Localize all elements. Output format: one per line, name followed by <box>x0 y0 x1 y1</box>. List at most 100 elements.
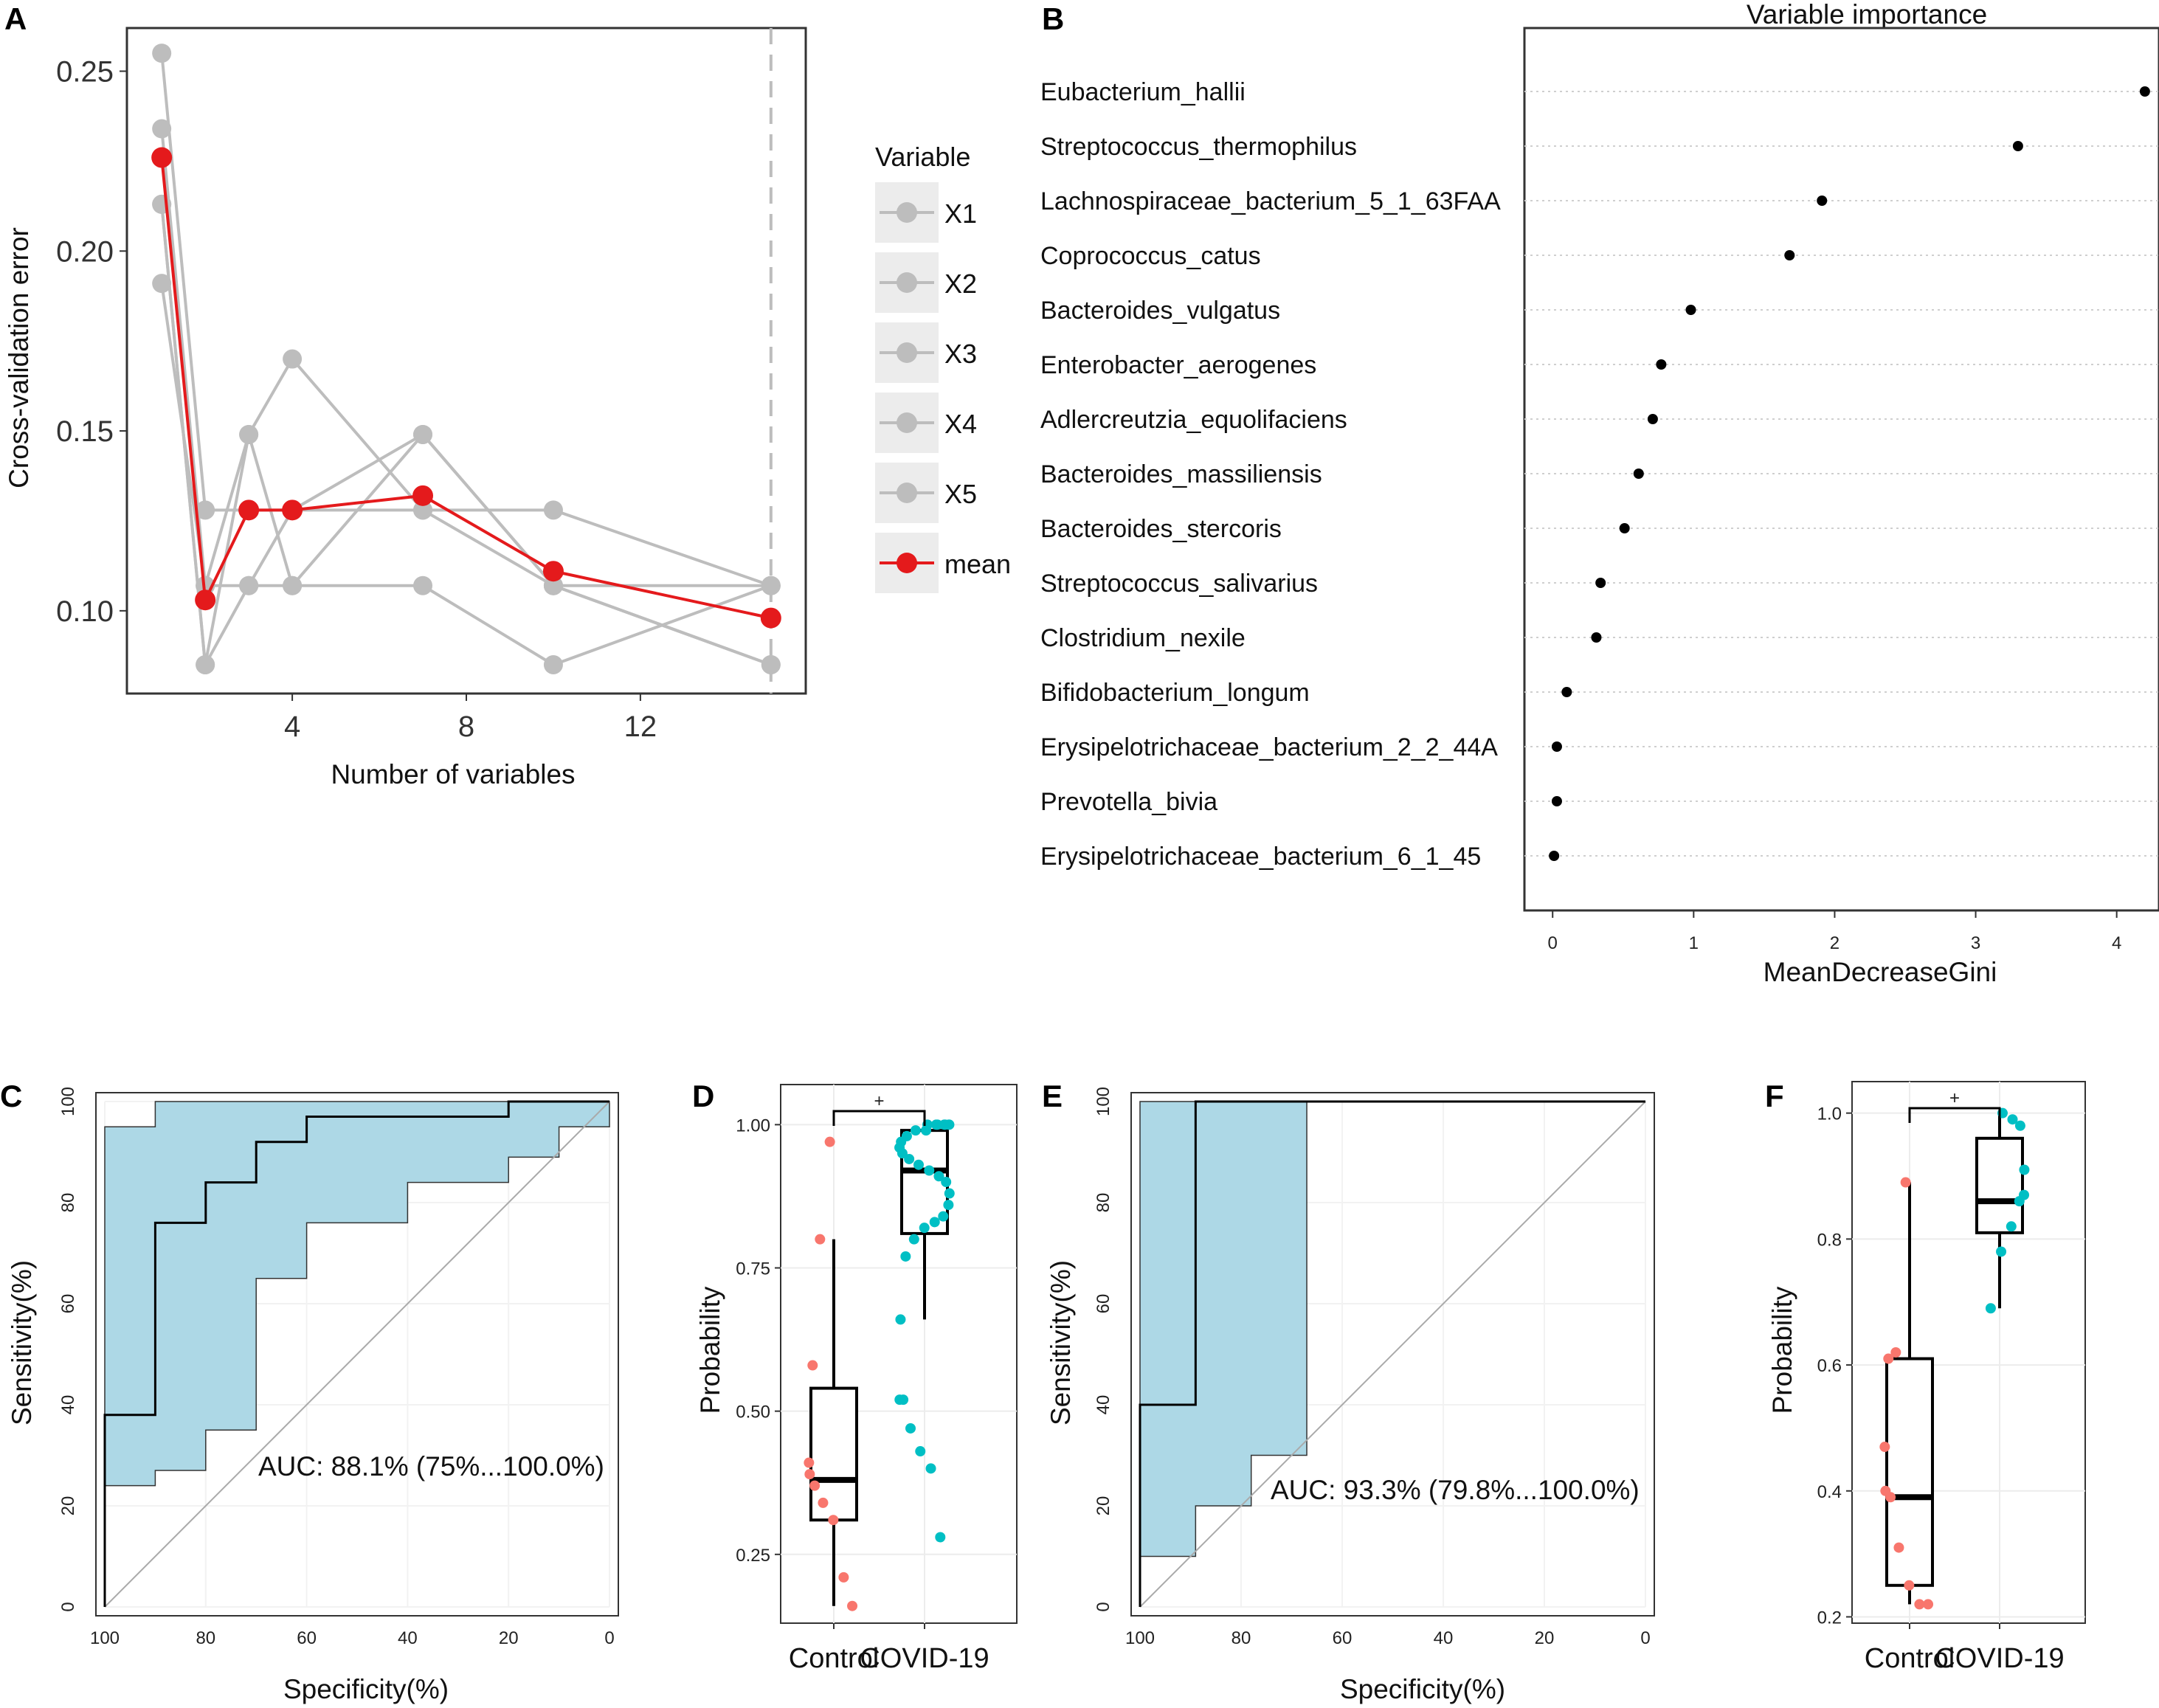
data-point-covid-19 <box>908 1234 919 1245</box>
legend: Variable X1 X2 X3 X4 X5 mean <box>875 142 1011 593</box>
importance-point <box>1591 632 1602 643</box>
y-tick-label: 100 <box>58 1087 78 1116</box>
panel-c: C 0 0 20 20 40 40 60 60 80 80 100 100 Sensitivity(%… <box>0 1079 619 1704</box>
y-tick-label: 60 <box>1094 1294 1113 1314</box>
data-point-control <box>1885 1492 1896 1503</box>
x-tick-label: 40 <box>398 1628 418 1648</box>
plot-frame <box>780 1084 1018 1624</box>
y-tick-label: 80 <box>58 1193 78 1213</box>
data-point-covid-19 <box>913 1159 924 1170</box>
panel-label-d: D <box>692 1079 714 1113</box>
x-tick-label: 4 <box>2112 933 2121 953</box>
data-point-control <box>824 1136 835 1147</box>
importance-point <box>1647 414 1658 424</box>
data-point-control <box>1923 1599 1934 1610</box>
x-tick-label: 40 <box>1434 1628 1454 1648</box>
species-label: Bifidobacterium_longum <box>1040 679 1310 707</box>
data-point-covid-19 <box>915 1446 926 1457</box>
y-tick-label: 0 <box>1094 1602 1113 1611</box>
data-point-mean <box>195 589 216 611</box>
species-label: Bacteroides_vulgatus <box>1040 297 1280 325</box>
data-point-control <box>847 1600 858 1611</box>
data-point-covid-19 <box>925 1463 936 1474</box>
importance-point <box>2012 141 2023 151</box>
data-point-mean <box>542 561 564 582</box>
y-tick-label: 0.25 <box>56 56 114 89</box>
panel-label-a: A <box>4 1 27 36</box>
legend-key-marker <box>897 483 917 503</box>
y-tick-label: 0.8 <box>1817 1230 1842 1250</box>
confidence-band <box>104 1101 610 1487</box>
data-point-covid-19 <box>1996 1246 2007 1257</box>
data-point-covid-19 <box>933 1171 944 1182</box>
importance-point <box>1561 687 1572 697</box>
x-tick-label: 1 <box>1689 933 1699 953</box>
importance-point <box>1551 796 1562 806</box>
species-label: Lachnospiraceae_bacterium_5_1_63FAA <box>1040 187 1501 215</box>
species-label: Bacteroides_massiliensis <box>1040 460 1322 488</box>
data-point-covid-19 <box>921 1125 932 1136</box>
chance-diagonal <box>1139 1101 1646 1608</box>
chart-title: Variable importance <box>1747 0 1987 30</box>
data-point-x4 <box>283 575 303 595</box>
legend-title: Variable <box>875 142 970 172</box>
data-point-covid-19 <box>910 1125 921 1136</box>
data-point-covid-19 <box>935 1532 946 1543</box>
importance-point <box>1551 741 1562 752</box>
importance-point <box>1619 523 1630 533</box>
importance-point <box>1685 305 1696 315</box>
y-tick-label: 40 <box>58 1395 78 1415</box>
data-point-covid-19 <box>900 1251 911 1262</box>
y-tick-label: 0.50 <box>736 1403 770 1422</box>
data-point-mean <box>282 499 303 521</box>
data-point-covid-19 <box>924 1165 935 1176</box>
species-label: Prevotella_bivia <box>1040 788 1217 816</box>
x-tick-label: Control <box>789 1643 880 1674</box>
species-label: Clostridium_nexile <box>1040 624 1246 652</box>
y-tick-label: 1.00 <box>736 1116 770 1135</box>
panel-label-c: C <box>0 1079 22 1113</box>
data-point-covid-19 <box>944 1188 955 1199</box>
y-tick-label: 0.6 <box>1817 1356 1842 1376</box>
data-point-control <box>1914 1599 1925 1610</box>
x-tick-label: 60 <box>1333 1628 1353 1648</box>
data-point-x4 <box>413 575 433 595</box>
species-label: Streptococcus_salivarius <box>1040 570 1318 598</box>
data-point-covid-19 <box>905 1422 916 1434</box>
importance-point <box>1656 359 1667 370</box>
auc-label: AUC: 88.1% (75%...100.0%) <box>258 1451 604 1481</box>
data-point-x5 <box>239 575 259 595</box>
plot-frame <box>1851 1081 2086 1624</box>
y-tick-label: 0.25 <box>736 1546 770 1566</box>
data-point-covid-19 <box>943 1200 954 1211</box>
plot-frame <box>95 1092 619 1617</box>
x-tick-label: 80 <box>196 1628 215 1648</box>
data-point-control <box>1890 1347 1901 1358</box>
data-point-covid-19 <box>938 1211 949 1222</box>
x-tick-label: Control <box>1865 1643 1955 1674</box>
panel-a: A 0.10 0.15 0.20 0.25 4 8 12 Cross-validation … <box>4 1 1011 789</box>
significance-label: + <box>874 1091 884 1111</box>
species-label: Bacteroides_stercoris <box>1040 515 1282 543</box>
importance-point <box>2139 86 2150 97</box>
data-point-x3 <box>239 424 259 444</box>
x-tick-label: 80 <box>1232 1628 1251 1648</box>
legend-key-marker <box>897 342 917 363</box>
roc-curve <box>103 1100 609 1607</box>
data-point-x4 <box>543 654 563 674</box>
box-control <box>809 1386 858 1522</box>
x-axis-title: Specificity(%) <box>283 1674 449 1704</box>
data-point-covid-19 <box>929 1217 940 1228</box>
y-tick-label: 20 <box>1094 1496 1113 1516</box>
y-tick-label: 0.10 <box>56 595 114 628</box>
y-tick-label: 80 <box>1094 1193 1113 1213</box>
x-tick-label: COVID-19 <box>1935 1643 2064 1674</box>
x-tick-label: 0 <box>604 1628 614 1648</box>
y-tick-label: 0 <box>58 1602 78 1611</box>
data-point-covid-19 <box>919 1223 930 1234</box>
data-point-covid-19 <box>1985 1303 1996 1314</box>
x-axis-title: Specificity(%) <box>1340 1674 1505 1704</box>
importance-point <box>1817 196 1828 206</box>
